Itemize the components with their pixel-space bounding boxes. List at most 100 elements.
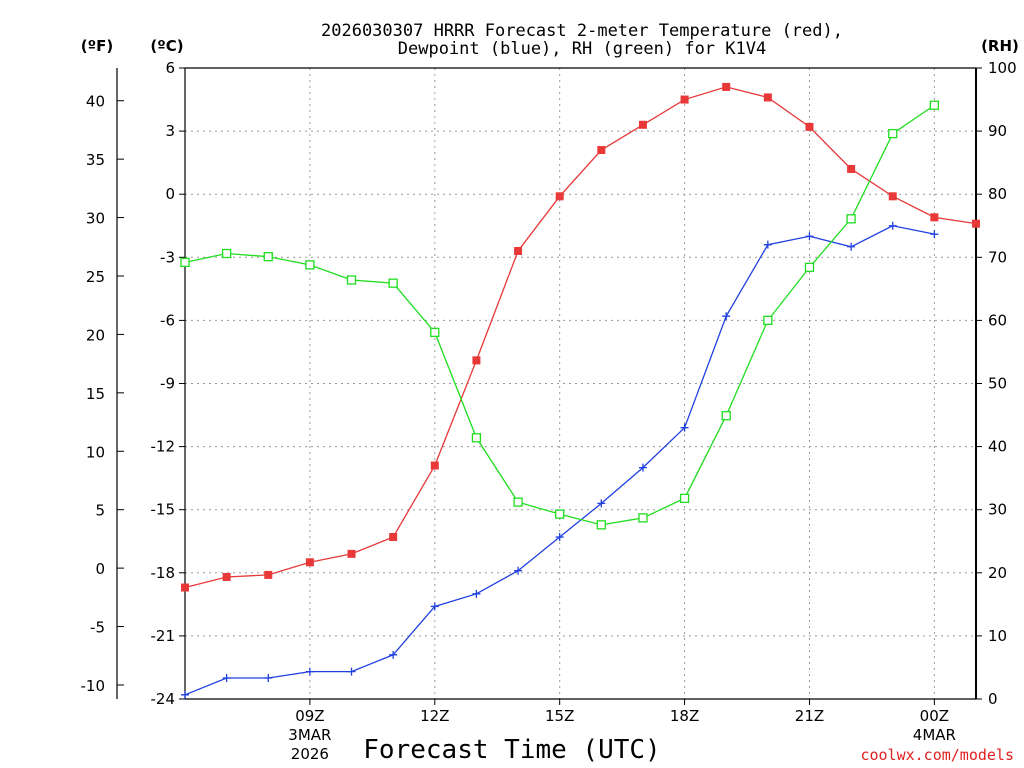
dewpoint-point (847, 242, 856, 251)
dewpoint-point (597, 499, 606, 508)
temperature-point (555, 192, 564, 201)
dewpoint-point (888, 221, 897, 230)
rh-tick-label: 30 (988, 501, 1007, 519)
rh-tick-label: 50 (988, 375, 1007, 393)
rh-point (929, 100, 940, 110)
celsius-tick-label: -18 (151, 564, 176, 582)
x-tick-label: 12Z (420, 707, 449, 725)
tick-labels: 630-3-6-9-12-15-18-21-244035302520151050… (81, 59, 1017, 763)
fahrenheit-tick-label: 0 (95, 560, 105, 578)
rh-point (763, 315, 773, 326)
dewpoint-point (305, 667, 314, 676)
fahrenheit-tick-label: 30 (86, 210, 105, 228)
celsius-tick-label: -15 (151, 501, 176, 519)
dewpoint-point (638, 463, 647, 472)
dewpoint-point (763, 240, 772, 249)
temperature-point (305, 558, 314, 567)
rh-point (846, 214, 856, 224)
unit-celsius-label: (ºC) (150, 37, 183, 55)
axes (116, 67, 982, 705)
temperature-point (264, 570, 273, 579)
temperature-point (888, 192, 897, 201)
dewpoint-point (555, 533, 564, 542)
temperature-point (430, 461, 439, 470)
chart-title-line1: 2026030307 HRRR Forecast 2-meter Tempera… (321, 21, 843, 41)
rh-point (513, 497, 523, 507)
celsius-tick-label: 3 (165, 122, 175, 140)
rh-tick-label: 100 (988, 59, 1017, 77)
rh-point (346, 275, 357, 285)
fahrenheit-tick-label: 25 (86, 268, 105, 286)
x-tick-label: 09Z (295, 707, 324, 725)
dewpoint-point (347, 667, 356, 676)
celsius-tick-label: -6 (160, 311, 175, 329)
celsius-tick-label: -3 (160, 248, 175, 266)
credit-link[interactable]: coolwx.com/models (860, 746, 1014, 764)
dewpoint-point (722, 312, 731, 321)
rh-point (638, 513, 648, 523)
temperature-point (722, 82, 731, 91)
rh-tick-label: 80 (988, 185, 1007, 203)
chart-title-line2: Dewpoint (blue), RH (green) for K1V4 (398, 39, 766, 59)
grid-lines (185, 68, 976, 699)
x-tick-label: 21Z (795, 707, 824, 725)
temperature-point (514, 246, 523, 255)
rh-point (430, 327, 440, 338)
rh-tick-label: 60 (988, 311, 1007, 329)
dewpoint-point (805, 232, 814, 241)
celsius-tick-label: 0 (165, 185, 175, 203)
dewpoint-point (222, 673, 231, 682)
rh-point (221, 248, 232, 259)
rh-point (180, 257, 190, 267)
dewpoint-point (264, 673, 273, 682)
x-tick-label: 18Z (670, 707, 699, 725)
celsius-tick-label: 6 (165, 59, 175, 77)
fahrenheit-tick-label: 40 (86, 93, 105, 111)
fahrenheit-tick-label: 10 (86, 443, 105, 461)
temperature-point (680, 95, 689, 104)
rh-point (888, 128, 898, 139)
celsius-tick-label: -9 (160, 375, 175, 393)
temperature-line (184, 86, 977, 589)
x-tick-year: 2026 (291, 745, 329, 763)
dewpoint-point (514, 566, 523, 575)
celsius-tick-label: -21 (151, 627, 176, 645)
x-tick-date: 4MAR (913, 726, 956, 744)
rh-point (471, 433, 482, 443)
temperature-point (389, 533, 398, 542)
rh-point (263, 252, 273, 262)
temperature-point (597, 146, 606, 155)
dewpoint-point (430, 602, 439, 611)
x-axis-label: Forecast Time (UTC) (363, 735, 660, 765)
rh-tick-label: 70 (988, 248, 1007, 266)
temperature-point (805, 122, 814, 131)
x-tick-label: 00Z (920, 707, 949, 725)
temperature-point (847, 164, 856, 173)
unit-rh-label: (RH) (981, 37, 1019, 55)
fahrenheit-tick-label: 5 (95, 502, 105, 520)
fahrenheit-tick-label: 20 (86, 326, 105, 344)
temperature-point (972, 219, 980, 228)
temperature-point (763, 93, 772, 102)
rh-point (388, 278, 398, 288)
rh-point (804, 262, 815, 273)
rh-point (596, 520, 606, 530)
rh-point (721, 411, 731, 421)
rh-tick-label: 0 (988, 690, 998, 708)
rh-tick-label: 90 (988, 122, 1007, 140)
temperature-point (222, 573, 231, 582)
dewpoint-point (472, 589, 481, 598)
rh-point (555, 509, 565, 519)
dewpoint-point (389, 650, 398, 659)
temperature-point (181, 583, 189, 592)
celsius-tick-label: -24 (151, 690, 176, 708)
rh-point (679, 493, 690, 503)
celsius-tick-label: -12 (151, 438, 176, 456)
x-tick-label: 15Z (545, 707, 574, 725)
fahrenheit-tick-label: -10 (81, 677, 106, 695)
unit-fahrenheit-label: (ºF) (81, 37, 113, 55)
rh-tick-label: 20 (988, 564, 1007, 582)
temperature-point (930, 213, 939, 222)
fahrenheit-tick-label: 15 (86, 385, 105, 403)
